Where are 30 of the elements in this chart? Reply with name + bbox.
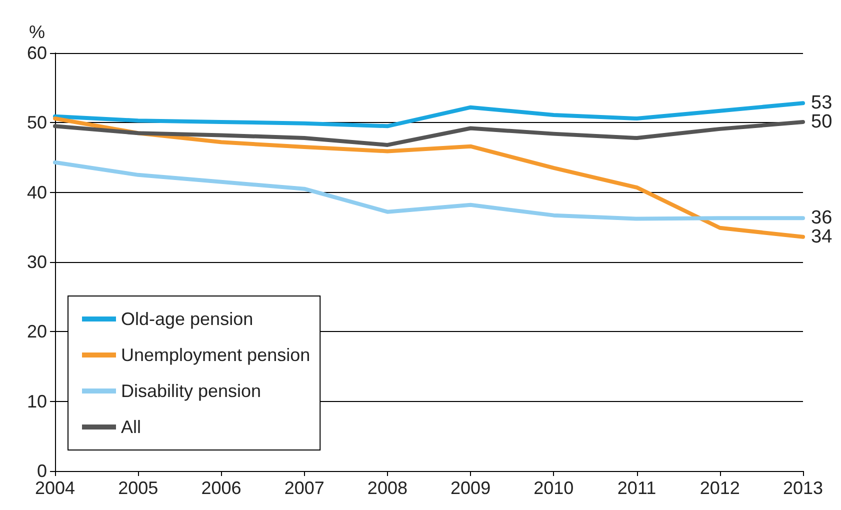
x-tick-label: 2012 — [700, 478, 740, 498]
x-tick-label: 2013 — [782, 478, 824, 498]
data-label: 34 — [811, 226, 833, 248]
line-series — [53, 116, 805, 239]
x-tick-label: 2009 — [450, 478, 491, 498]
x-tick-label: 2011 — [617, 478, 656, 498]
x-tick-label: 2007 — [284, 478, 324, 498]
legend-label: Disability pension — [121, 381, 262, 401]
legend-label: All — [121, 417, 142, 437]
line-series — [53, 120, 805, 147]
x-tick-label: 2010 — [534, 478, 574, 498]
y-tick-label: 20 — [26, 322, 47, 342]
y-tick-label: 30 — [26, 252, 47, 272]
y-tick-label: 40 — [26, 182, 47, 202]
y-tick-label: 10 — [26, 391, 47, 412]
line-series — [53, 101, 805, 128]
legend-label: Old-age pension — [121, 309, 254, 329]
y-axis-title: % — [28, 22, 45, 42]
line-series — [53, 160, 805, 221]
y-tick-label: 60 — [26, 43, 47, 63]
x-tick-label: 2005 — [118, 478, 158, 498]
y-tick-label: 50 — [26, 112, 47, 133]
x-tick-label: 2006 — [201, 478, 242, 498]
x-tick-label: 2004 — [34, 478, 76, 498]
x-tick-label: 2008 — [367, 478, 408, 498]
data-label: 50 — [811, 111, 832, 132]
legend-label: Unemployment pension — [121, 345, 310, 365]
data-label: 53 — [811, 92, 832, 114]
data-label: 36 — [811, 208, 832, 229]
y-tick-label: 0 — [36, 461, 47, 481]
